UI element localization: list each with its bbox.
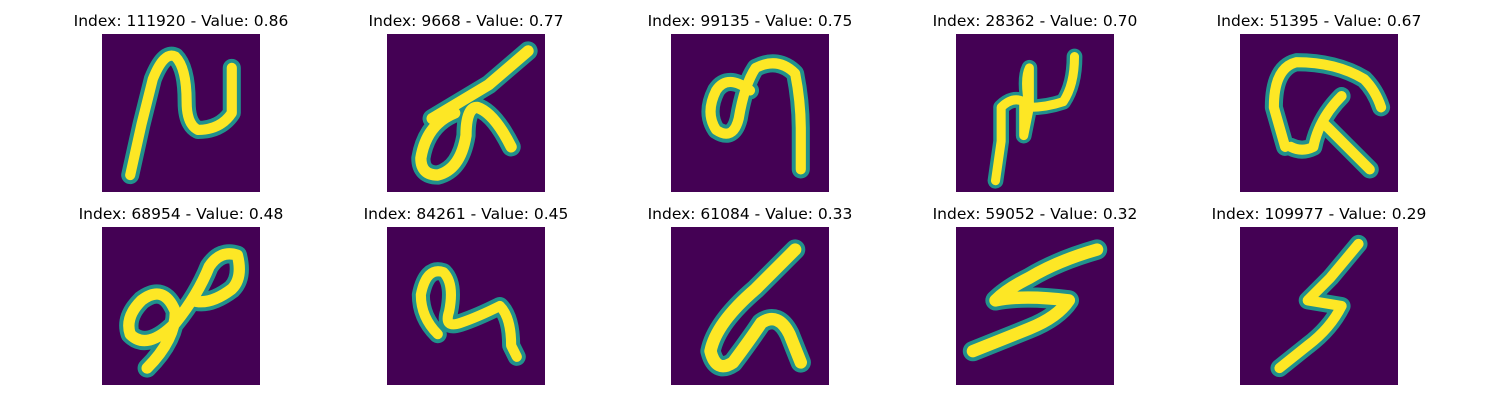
panel-6: Index: 68954 - Value: 0.48 bbox=[71, 206, 291, 396]
digit-image bbox=[956, 34, 1114, 192]
digit-image bbox=[102, 227, 260, 385]
digit-image bbox=[956, 227, 1114, 385]
panel-9: Index: 59052 - Value: 0.32 bbox=[925, 206, 1145, 396]
panel-title: Index: 109977 - Value: 0.29 bbox=[1211, 205, 1427, 223]
panel-title: Index: 84261 - Value: 0.45 bbox=[363, 205, 569, 223]
panel-title: Index: 51395 - Value: 0.67 bbox=[1216, 12, 1422, 30]
digit-image bbox=[387, 227, 545, 385]
panel-title: Index: 59052 - Value: 0.32 bbox=[932, 205, 1138, 223]
panel-7: Index: 84261 - Value: 0.45 bbox=[356, 206, 576, 396]
panel-title: Index: 9668 - Value: 0.77 bbox=[368, 12, 564, 30]
panel-4: Index: 28362 - Value: 0.70 bbox=[925, 13, 1145, 203]
panel-10: Index: 109977 - Value: 0.29 bbox=[1209, 206, 1429, 396]
panel-title: Index: 99135 - Value: 0.75 bbox=[647, 12, 853, 30]
panel-5: Index: 51395 - Value: 0.67 bbox=[1209, 13, 1429, 203]
panel-2: Index: 9668 - Value: 0.77 bbox=[356, 13, 576, 203]
panel-8: Index: 61084 - Value: 0.33 bbox=[640, 206, 860, 396]
panel-title: Index: 68954 - Value: 0.48 bbox=[78, 205, 284, 223]
panel-3: Index: 99135 - Value: 0.75 bbox=[640, 13, 860, 203]
panel-title: Index: 61084 - Value: 0.33 bbox=[647, 205, 853, 223]
panel-title: Index: 111920 - Value: 0.86 bbox=[73, 12, 289, 30]
panel-1: Index: 111920 - Value: 0.86 bbox=[71, 13, 291, 203]
panel-title: Index: 28362 - Value: 0.70 bbox=[932, 12, 1138, 30]
digit-image bbox=[102, 34, 260, 192]
digit-image bbox=[1240, 34, 1398, 192]
digit-image bbox=[387, 34, 545, 192]
digit-image bbox=[671, 34, 829, 192]
digit-image bbox=[1240, 227, 1398, 385]
digit-image bbox=[671, 227, 829, 385]
